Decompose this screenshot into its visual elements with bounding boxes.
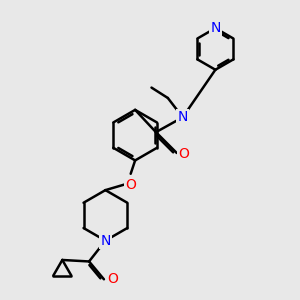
Text: N: N <box>210 21 220 35</box>
Text: O: O <box>107 272 118 286</box>
Text: O: O <box>178 148 189 161</box>
Text: N: N <box>100 234 111 248</box>
Text: O: O <box>125 178 136 192</box>
Text: N: N <box>178 110 188 124</box>
